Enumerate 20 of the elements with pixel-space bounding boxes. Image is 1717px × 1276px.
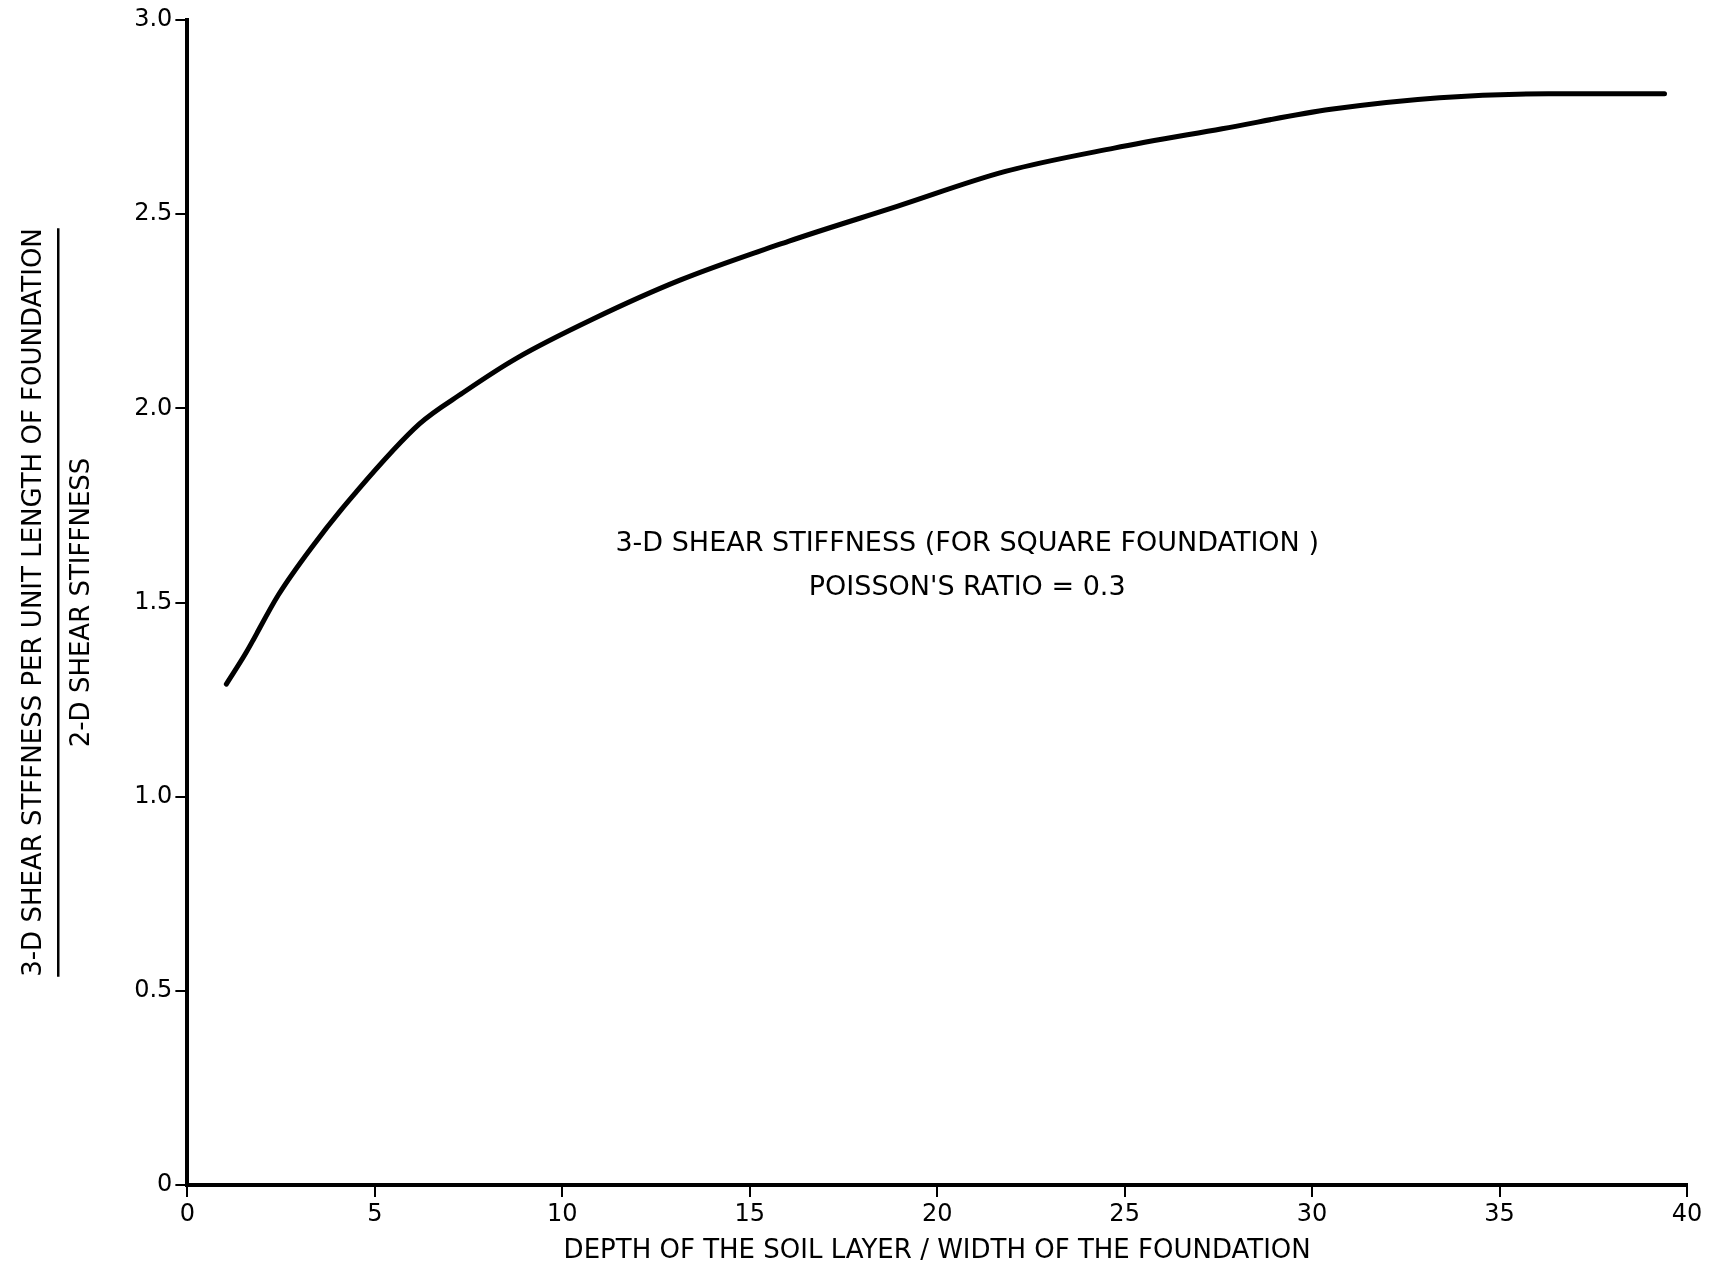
x-tick-label: 0 bbox=[179, 1198, 196, 1227]
y-tick-label: 3.0 bbox=[134, 4, 173, 33]
y-tick-label: 2.5 bbox=[134, 198, 173, 227]
y-tick-label: 1.5 bbox=[134, 586, 173, 615]
x-tick-label: 25 bbox=[1109, 1198, 1140, 1227]
x-tick-label: 35 bbox=[1484, 1198, 1515, 1227]
x-tick-label: 20 bbox=[921, 1198, 953, 1227]
y-tick-label: 2.0 bbox=[134, 392, 173, 421]
y-tick-label: 1.0 bbox=[134, 780, 173, 809]
x-tick-label: 15 bbox=[734, 1198, 765, 1227]
x-tick-label: 5 bbox=[367, 1198, 383, 1227]
y-tick-label: 0.5 bbox=[134, 975, 173, 1004]
y-tick-label: 0 bbox=[157, 1169, 173, 1198]
x-axis-title: DEPTH OF THE SOIL LAYER / WIDTH OF THE FOUNDATION bbox=[563, 1234, 1311, 1265]
x-tick-label: 10 bbox=[547, 1198, 578, 1227]
x-tick-label: 40 bbox=[1671, 1198, 1703, 1227]
annotation: POISSON'S RATIO = 0.3 bbox=[808, 570, 1126, 602]
y-axis-title: 3-D SHEAR STFFNESS PER UNIT LENGTH OF FOUNDATION 2-D SHEAR STIFFNESS bbox=[16, 228, 95, 977]
annotation: 3-D SHEAR STIFFNESS (FOR SQUARE FOUNDATION ) bbox=[615, 526, 1319, 558]
x-tick-label: 30 bbox=[1296, 1198, 1328, 1227]
